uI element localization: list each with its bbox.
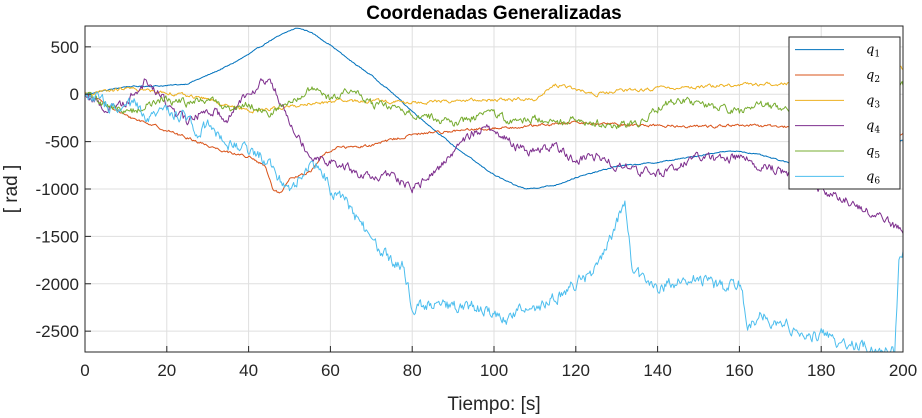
x-axis-label: Tiempo: [s] xyxy=(447,394,540,415)
legend-label: q5 xyxy=(866,144,880,161)
y-axis-label: [ rad ] xyxy=(1,165,22,214)
x-tick-label: 20 xyxy=(157,361,176,380)
legend-label: q3 xyxy=(866,93,880,110)
y-tick-label: -2000 xyxy=(36,275,79,294)
legend-label: q4 xyxy=(866,119,880,136)
legend-box xyxy=(788,36,901,190)
x-tick-label: 120 xyxy=(562,361,590,380)
legend-label: q6 xyxy=(866,169,880,186)
y-tick-label: -2500 xyxy=(36,322,79,341)
x-tick-label: 200 xyxy=(889,361,917,380)
series-line-q6 xyxy=(84,91,904,353)
y-tick-label: -1500 xyxy=(36,227,79,246)
chart-title: Coordenadas Generalizadas xyxy=(366,3,622,24)
legend-label: q1 xyxy=(866,43,880,60)
x-tick-label: 40 xyxy=(239,361,258,380)
axis-ticks: 0 20 40 60 80 100 120 140 160 180 200 -2500 -2000 -15… xyxy=(36,38,918,380)
series-line-q4 xyxy=(84,78,904,234)
y-tick-label: 0 xyxy=(70,85,79,104)
x-tick-label: 0 xyxy=(80,361,89,380)
series-layer xyxy=(84,27,904,353)
series-line-q1 xyxy=(85,27,904,190)
legend-label: q2 xyxy=(866,68,880,85)
y-tick-label: -500 xyxy=(45,133,79,152)
series-line-q5 xyxy=(84,81,904,130)
y-tick-label: 500 xyxy=(51,38,79,57)
x-tick-label: 80 xyxy=(403,361,422,380)
y-tick-label: -1000 xyxy=(36,180,79,199)
x-tick-label: 140 xyxy=(643,361,671,380)
x-tick-label: 160 xyxy=(725,361,753,380)
legend: q1 q2 q3 q4 q5 q6 xyxy=(788,36,901,190)
x-tick-label: 60 xyxy=(321,361,340,380)
series-line-q2 xyxy=(84,93,904,194)
x-tick-label: 100 xyxy=(480,361,508,380)
x-tick-label: 180 xyxy=(807,361,835,380)
